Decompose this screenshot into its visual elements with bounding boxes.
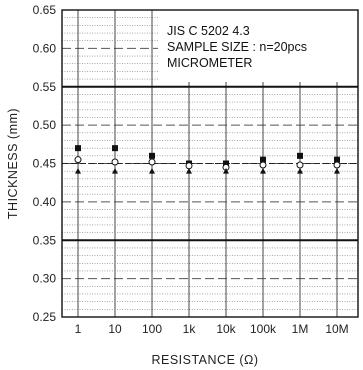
max-square-point bbox=[260, 156, 266, 163]
min-triangle-point bbox=[75, 167, 81, 174]
y-tick-label: 0.35 bbox=[33, 233, 57, 247]
x-tick-label: 100k bbox=[250, 322, 277, 336]
y-tick-labels: 0.25 0.30 0.35 0.40 0.45 0.50 0.55 0.60 0.65 bbox=[33, 3, 57, 324]
x-tick-label: 1k bbox=[183, 322, 197, 336]
x-axis-title: RESISTANCE (Ω) bbox=[151, 353, 258, 367]
avg-circle-point bbox=[148, 158, 156, 166]
min-triangle-point bbox=[223, 167, 229, 174]
avg-circle-point bbox=[74, 156, 82, 164]
max-square-point bbox=[297, 152, 303, 159]
y-tick-label: 0.25 bbox=[33, 310, 57, 324]
y-tick-label: 0.40 bbox=[33, 195, 57, 209]
data-points bbox=[74, 145, 341, 174]
max-square-point bbox=[223, 160, 229, 167]
max-square-point bbox=[334, 156, 340, 163]
avg-circle-point bbox=[333, 161, 341, 169]
y-tick-label: 0.50 bbox=[33, 118, 57, 132]
avg-circle-point bbox=[296, 161, 304, 169]
y-tick-label: 0.30 bbox=[33, 272, 57, 286]
min-triangle-point bbox=[112, 167, 118, 174]
x-tick-label: 10 bbox=[108, 322, 122, 336]
max-square-point bbox=[149, 152, 155, 159]
y-tick-label: 0.55 bbox=[33, 80, 57, 94]
x-tick-label: 10M bbox=[325, 322, 348, 336]
y-axis-title: THICKNESS (mm) bbox=[6, 108, 20, 219]
annotation-line-standard: JIS C 5202 4.3 bbox=[167, 24, 250, 38]
avg-circle-point bbox=[185, 162, 193, 170]
min-triangle-point bbox=[260, 167, 266, 174]
max-square-point bbox=[112, 145, 118, 152]
min-triangle-point bbox=[149, 167, 155, 174]
min-triangle-point bbox=[334, 167, 340, 174]
min-triangle-point bbox=[186, 167, 192, 174]
x-tick-label: 1 bbox=[75, 322, 82, 336]
annotation-box: JIS C 5202 4.3 SAMPLE SIZE : n=20pcs MIC… bbox=[158, 10, 358, 82]
annotation-line-sample-size: SAMPLE SIZE : n=20pcs bbox=[167, 40, 307, 54]
max-square-point bbox=[75, 145, 81, 152]
annotation-line-method: MICROMETER bbox=[167, 56, 252, 70]
min-triangle-point bbox=[297, 167, 303, 174]
x-tick-label: 10k bbox=[216, 322, 236, 336]
x-tick-label: 100 bbox=[142, 322, 162, 336]
avg-circle-point bbox=[259, 161, 267, 169]
x-tick-labels: 1 10 100 1k 10k 100k 1M 10M bbox=[75, 322, 349, 336]
y-tick-label: 0.60 bbox=[33, 41, 57, 55]
limit-lines bbox=[62, 85, 358, 242]
y-tick-label: 0.65 bbox=[33, 3, 57, 17]
plot-frame bbox=[61, 9, 359, 318]
x-tick-label: 1M bbox=[292, 322, 309, 336]
y-tick-label: 0.45 bbox=[33, 157, 57, 171]
avg-circle-point bbox=[111, 158, 119, 166]
